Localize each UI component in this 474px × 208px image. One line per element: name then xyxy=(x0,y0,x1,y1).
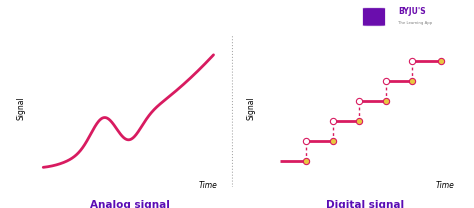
FancyBboxPatch shape xyxy=(363,8,385,26)
Text: Time: Time xyxy=(435,181,454,190)
Text: The Learning App: The Learning App xyxy=(398,21,432,25)
FancyBboxPatch shape xyxy=(351,1,474,31)
Text: DIFFERENCE BETWEEN ANALOG AND DIGITAL SIGNAL: DIFFERENCE BETWEEN ANALOG AND DIGITAL SI… xyxy=(12,11,301,21)
Text: Digital signal: Digital signal xyxy=(326,201,404,208)
Text: Signal: Signal xyxy=(247,96,255,120)
Text: Analog signal: Analog signal xyxy=(91,201,170,208)
Text: Signal: Signal xyxy=(17,96,26,120)
Text: Time: Time xyxy=(199,181,218,190)
Text: BYJU'S: BYJU'S xyxy=(398,7,426,16)
